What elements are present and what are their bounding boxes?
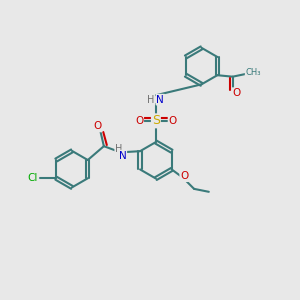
- Text: Cl: Cl: [27, 173, 38, 183]
- Text: S: S: [152, 114, 160, 127]
- Text: O: O: [180, 171, 188, 181]
- Text: N: N: [118, 151, 126, 160]
- Text: O: O: [232, 88, 241, 98]
- Text: N: N: [156, 94, 164, 105]
- Text: CH₃: CH₃: [245, 68, 261, 77]
- Text: O: O: [169, 116, 177, 126]
- Text: O: O: [93, 122, 101, 131]
- Text: H: H: [147, 94, 154, 105]
- Text: H: H: [115, 144, 123, 154]
- Text: O: O: [135, 116, 143, 126]
